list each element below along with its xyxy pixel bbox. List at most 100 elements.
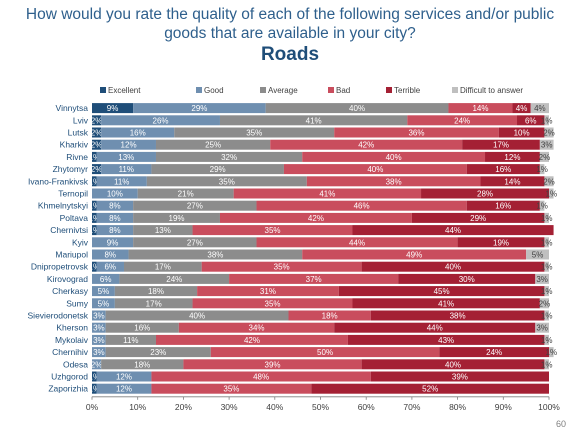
data-label: 13% [155,226,171,235]
data-label: 39% [265,360,281,369]
data-label: 50% [317,348,333,357]
data-label: 44% [445,226,461,235]
x-tick-label: 70% [403,402,420,412]
bar-segment [370,371,549,382]
bar-segment [101,359,184,370]
bar-segment [128,249,303,260]
bar-segment [517,115,545,126]
bar-segment [133,225,193,236]
data-label: 2% [543,177,555,186]
bar-segment [265,103,449,114]
city-label: Kyiv [72,237,89,247]
bar-segment [549,188,554,199]
data-label: 8% [109,202,121,211]
data-label: 3% [93,312,105,321]
data-label: 2% [91,116,103,125]
bar-segment [448,103,513,114]
bar-segment [92,310,106,321]
bar-segment [197,286,339,297]
legend-swatch [328,87,334,93]
data-label: 49% [406,251,422,260]
bar-segment [96,212,134,223]
legend-item-difficult: Difficult to answer [452,86,523,96]
legend-label: Excellent [108,86,141,95]
data-label: 1% [541,312,553,321]
bar-segment [334,322,536,333]
data-label: 1% [536,165,548,174]
city-label: Sievierodonetsk [28,311,89,321]
data-label: 52% [422,385,438,394]
bar-segment [92,371,97,382]
bar-segment [361,359,545,370]
bar-segment [96,383,152,394]
data-label: 1% [541,287,553,296]
bar-segment [421,188,549,199]
data-label: 8% [109,214,121,223]
data-label: 5% [98,287,110,296]
bar-segment [133,237,257,248]
bar-segment [105,310,289,321]
bar-segment [457,237,545,248]
bar-segment [288,310,371,321]
city-label: Kharkiv [60,140,89,150]
data-label: 16% [495,202,511,211]
bar-segment [544,237,549,248]
legend-item-good: Good [196,86,224,96]
data-label: 42% [244,336,260,345]
data-label: 35% [219,177,235,186]
legend-swatch [260,87,266,93]
bar-segment [530,103,549,114]
data-label: 9% [107,104,119,113]
bar-segment [146,176,307,187]
bar-segment [151,164,284,175]
x-tick-label: 20% [175,402,192,412]
city-label: Mariupol [55,250,88,260]
bar-segment [302,249,527,260]
bar-segment [133,200,257,211]
bar-segment [219,115,408,126]
bar-segment [92,334,106,345]
x-tick-label: 50% [312,402,329,412]
data-label: 9% [107,238,119,247]
data-label: 14% [472,104,488,113]
bar-segment [544,212,549,223]
bar-segment [512,103,531,114]
bar-segment [123,261,202,272]
city-label: Odesa [63,359,88,369]
bar-segment [347,334,545,345]
data-label: 8% [104,251,116,260]
bar-segment [96,225,134,236]
data-label: 18% [322,312,338,321]
bar-segment [407,115,518,126]
bar-segment [544,359,549,370]
bar-segment [370,310,545,321]
bar-segment [229,273,399,284]
data-label: 1% [541,336,553,345]
data-label: 3% [93,348,105,357]
data-label: 12% [116,385,132,394]
data-label: 8% [109,226,121,235]
data-label: 1% [89,214,101,223]
data-label: 19% [169,214,185,223]
city-label: Lutsk [68,128,89,138]
data-label: 2% [91,165,103,174]
bar-segment [101,115,220,126]
city-label: Zhytomyr [53,164,89,174]
data-label: 24% [454,116,470,125]
bar-segment [151,371,371,382]
data-label: 44% [427,324,443,333]
bar-segment [183,359,362,370]
bar-segment [439,347,549,358]
legend-label: Terrible [394,86,421,95]
city-label: Khmelnytskyi [38,201,88,211]
page-number: 60 [555,419,566,429]
bar-segment [270,139,463,150]
x-tick-label: 0% [86,402,99,412]
bar-segment [101,127,175,138]
legend-item-terrible: Terrible [386,86,420,96]
bar-segment [480,176,545,187]
bar-segment [544,334,549,345]
bar-segment [352,298,540,309]
bar-segment [544,286,549,297]
question-heading: How would you rate the quality of each o… [25,6,555,42]
